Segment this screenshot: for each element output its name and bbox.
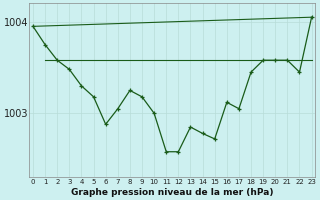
X-axis label: Graphe pression niveau de la mer (hPa): Graphe pression niveau de la mer (hPa) <box>71 188 274 197</box>
